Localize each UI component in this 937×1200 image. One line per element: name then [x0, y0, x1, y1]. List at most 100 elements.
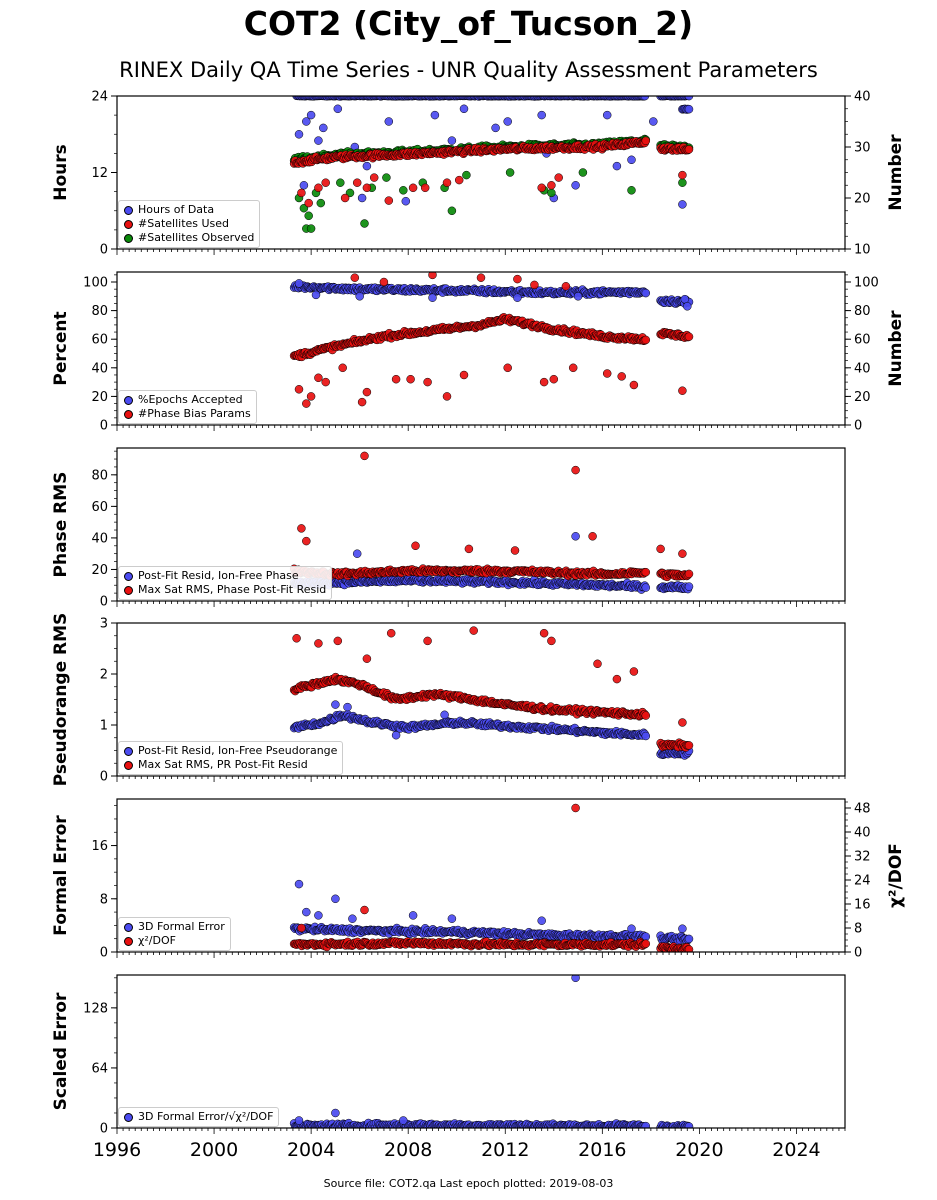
y-tick-label: 100 [83, 276, 108, 291]
data-point [306, 392, 316, 401]
data-point [612, 674, 622, 684]
data-point [537, 183, 546, 193]
data-point [571, 181, 580, 190]
data-point [617, 372, 626, 381]
data-point [357, 397, 367, 407]
data-point [331, 700, 340, 709]
data-point [297, 923, 306, 933]
data-point [593, 659, 602, 669]
data-point [401, 196, 411, 206]
data-point [333, 104, 343, 114]
data-point [428, 293, 437, 302]
data-point [656, 544, 665, 554]
data-point [641, 731, 651, 741]
data-point [294, 279, 304, 288]
data-point [314, 639, 323, 648]
y-tick-label: 1 [100, 719, 108, 734]
y-tick-label: 0 [100, 595, 108, 610]
formal-error-panel: 0 8 16 Formal Error 0 8 16 24 32 40 48 χ²/DOF [51, 798, 906, 961]
right-y-tick-label: 0 [854, 419, 862, 434]
data-point [571, 803, 580, 813]
data-point [629, 667, 639, 676]
data-point [454, 175, 464, 185]
data-point [641, 567, 651, 577]
data-point [641, 136, 651, 146]
pseudorange-rms-panel: 0 1 2 3 Pseudorange RMS [51, 613, 846, 787]
page-title: COT2 (City_of_Tucson_2) [243, 4, 694, 43]
data-point [294, 385, 304, 394]
data-point [462, 170, 471, 180]
data-point [627, 924, 636, 933]
right-y-tick-label: 100 [854, 276, 879, 291]
y-axis-label: Hours [51, 144, 71, 201]
data-point [362, 183, 372, 193]
y-tick-label: 0 [100, 419, 108, 434]
data-point [382, 173, 391, 182]
data-point [362, 387, 372, 397]
data-points [289, 272, 694, 408]
data-point [336, 178, 345, 187]
right-y-axis-label: Number [886, 134, 906, 211]
data-point [469, 626, 478, 635]
data-point [348, 914, 357, 923]
data-point [505, 168, 515, 177]
data-point [316, 198, 326, 208]
y-axis-label: Pseudorange RMS [51, 613, 71, 787]
data-point [304, 211, 313, 221]
data-point [343, 702, 352, 712]
data-point [684, 104, 694, 114]
data-point [547, 188, 556, 198]
data-point [408, 183, 418, 193]
data-point [306, 224, 316, 233]
data-point [292, 634, 301, 643]
y-tick-label: 60 [91, 500, 108, 515]
data-point [678, 718, 687, 727]
data-point [302, 399, 311, 408]
data-point [423, 636, 432, 646]
data-point [297, 188, 306, 198]
data-point [464, 544, 474, 554]
data-point [331, 894, 340, 904]
y-tick-label: 20 [91, 390, 108, 405]
y-tick-label: 0 [100, 243, 108, 258]
data-point [627, 155, 636, 165]
data-points [289, 96, 694, 233]
right-y-tick-label: 32 [854, 850, 871, 865]
data-point [442, 178, 452, 187]
data-point [547, 636, 556, 646]
data-point [678, 549, 687, 558]
data-point [578, 168, 588, 177]
data-point [391, 374, 401, 384]
right-y-tick-label: 8 [854, 922, 862, 937]
data-point [430, 110, 440, 120]
data-point [549, 374, 559, 384]
y-tick-label: 40 [91, 361, 108, 376]
data-point [386, 628, 396, 638]
y-tick-label: 0 [100, 770, 108, 785]
data-point [573, 292, 583, 301]
data-point [321, 178, 330, 187]
data-point [678, 386, 687, 395]
data-point [539, 628, 549, 638]
data-point [314, 911, 323, 920]
right-y-tick-label: 60 [854, 333, 871, 348]
data-point [571, 465, 580, 475]
data-point [602, 369, 612, 378]
data-point [530, 280, 539, 290]
data-point [360, 219, 369, 228]
data-point [554, 173, 563, 182]
y-axis-label: Percent [51, 311, 71, 385]
data-point [428, 272, 437, 280]
right-y-tick-label: 48 [854, 802, 871, 817]
y-tick-label: 0 [100, 946, 108, 961]
data-point [447, 914, 457, 923]
data-point [629, 380, 639, 390]
data-point [294, 130, 304, 139]
data-point [299, 181, 309, 190]
data-point [304, 198, 313, 208]
y-tick-label: 20 [91, 563, 108, 578]
right-y-tick-label: 40 [854, 826, 871, 841]
data-point [302, 536, 311, 546]
